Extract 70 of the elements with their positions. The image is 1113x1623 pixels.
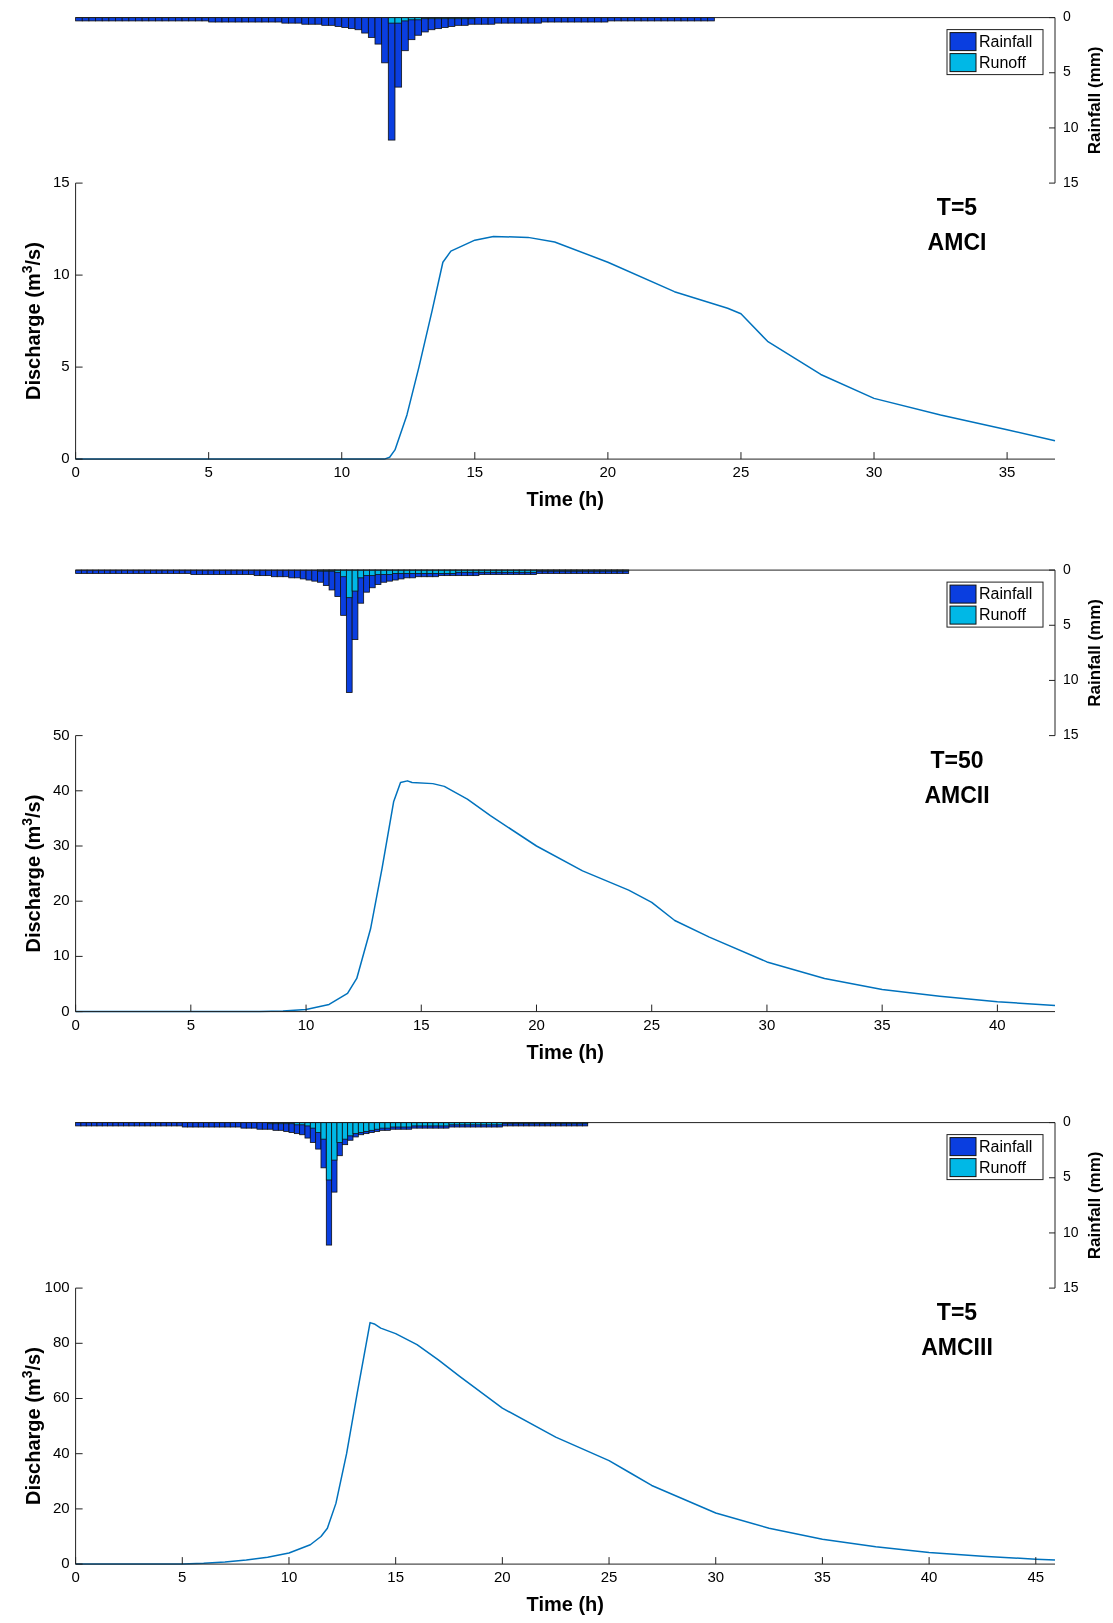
y2-tick-label: 5: [1063, 1168, 1071, 1185]
y-tick-label: 5: [61, 357, 70, 375]
annotation: T=5: [936, 1299, 978, 1326]
x-tick-label: 35: [998, 463, 1016, 481]
x-tick-label: 15: [466, 463, 484, 481]
y2-tick-label: 10: [1063, 118, 1079, 135]
y2-tick-label: 5: [1063, 63, 1071, 80]
y-tick-label: 20: [52, 891, 70, 909]
x-tick-label: 5: [204, 463, 213, 481]
x-axis-title: Time (h): [526, 1593, 605, 1616]
y-tick-label: 0: [61, 1554, 70, 1572]
y-tick-label: 20: [52, 1498, 70, 1516]
x-tick-label: 15: [412, 1015, 430, 1033]
y-tick-label: 60: [52, 1388, 70, 1406]
annotation: AMCI: [927, 229, 987, 256]
y2-tick-label: 15: [1063, 173, 1079, 190]
x-tick-label: 10: [297, 1015, 315, 1033]
x-tick-label: 20: [528, 1015, 545, 1033]
legend-label: Runoff: [979, 53, 1027, 71]
legend-label: Rainfall: [979, 1137, 1033, 1155]
y2-axis-title: Rainfall (mm): [1085, 1151, 1104, 1260]
y-tick-label: 40: [52, 780, 70, 798]
annotation: T=5: [936, 194, 978, 221]
y-tick-label: 0: [61, 1001, 70, 1019]
annotation: T=50: [930, 746, 984, 773]
legend-label: Rainfall: [979, 32, 1033, 50]
y2-tick-label: 5: [1063, 615, 1071, 632]
x-tick-label: 20: [494, 1568, 511, 1586]
legend-label: Rainfall: [979, 585, 1033, 603]
x-tick-label: 10: [333, 463, 351, 481]
y-tick-label: 80: [52, 1333, 70, 1351]
x-tick-label: 25: [643, 1015, 661, 1033]
legend-label: Runoff: [979, 1158, 1027, 1176]
y2-tick-label: 0: [1063, 8, 1071, 25]
y2-tick-label: 0: [1063, 1113, 1071, 1130]
y-tick-label: 50: [52, 725, 70, 743]
y2-tick-label: 0: [1063, 560, 1071, 577]
legend-label: Runoff: [979, 606, 1027, 624]
x-tick-label: 35: [814, 1568, 831, 1586]
x-tick-label: 40: [920, 1568, 938, 1586]
x-tick-label: 35: [873, 1015, 891, 1033]
y2-axis-title: Rainfall (mm): [1085, 599, 1104, 707]
y-tick-label: 100: [44, 1278, 70, 1296]
x-axis-title: Time (h): [526, 488, 605, 511]
x-tick-label: 40: [989, 1015, 1006, 1033]
y-tick-label: 40: [52, 1443, 70, 1461]
annotation: AMCII: [924, 781, 990, 808]
y-tick-label: 0: [61, 449, 70, 467]
x-tick-label: 30: [865, 463, 883, 481]
x-tick-label: 45: [1027, 1568, 1045, 1586]
x-tick-label: 5: [186, 1015, 195, 1033]
x-tick-label: 15: [387, 1568, 405, 1586]
x-tick-label: 5: [178, 1568, 187, 1586]
x-tick-label: 25: [600, 1568, 618, 1586]
y-tick-label: 10: [52, 265, 70, 283]
y-tick-label: 10: [52, 946, 70, 964]
x-tick-label: 30: [758, 1015, 776, 1033]
y2-tick-label: 10: [1063, 1223, 1079, 1240]
x-tick-label: 10: [280, 1568, 298, 1586]
x-axis-title: Time (h): [526, 1040, 605, 1063]
y2-tick-label: 15: [1063, 1278, 1079, 1295]
x-tick-label: 30: [707, 1568, 725, 1586]
y-tick-label: 30: [52, 835, 70, 853]
y2-axis-title: Rainfall (mm): [1085, 46, 1104, 155]
x-tick-label: 20: [599, 463, 617, 481]
annotation: AMCIII: [921, 1334, 993, 1361]
y2-tick-label: 10: [1063, 671, 1079, 688]
y2-tick-label: 15: [1063, 726, 1079, 743]
y-tick-label: 15: [52, 173, 70, 191]
x-tick-label: 25: [732, 463, 750, 481]
